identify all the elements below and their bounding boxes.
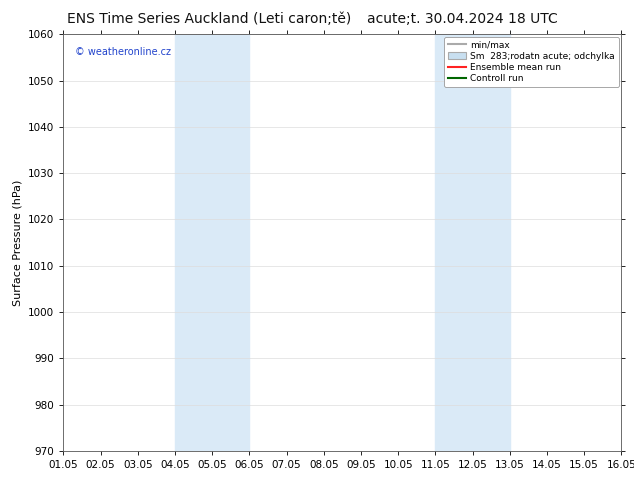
Text: © weatheronline.cz: © weatheronline.cz [75,47,171,57]
Legend: min/max, Sm  283;rodatn acute; odchylka, Ensemble mean run, Controll run: min/max, Sm 283;rodatn acute; odchylka, … [444,37,619,87]
Y-axis label: Surface Pressure (hPa): Surface Pressure (hPa) [13,179,23,306]
Text: ENS Time Series Auckland (Leti caron;tě): ENS Time Series Auckland (Leti caron;tě) [67,12,351,26]
Bar [175,34,249,451]
Bar [436,34,510,451]
Text: acute;t. 30.04.2024 18 UTC: acute;t. 30.04.2024 18 UTC [368,12,558,26]
